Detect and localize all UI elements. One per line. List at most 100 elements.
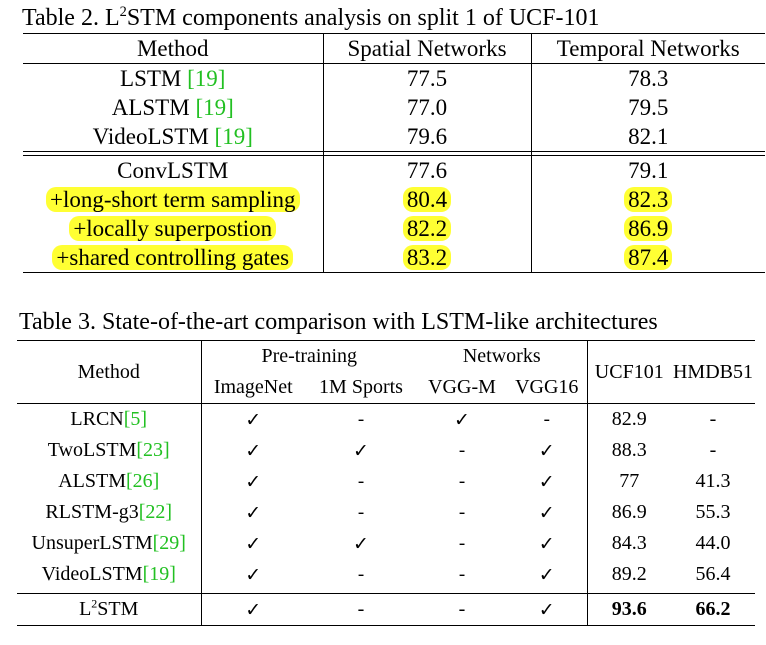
table-row: RLSTM-g3[22] ✓ - - ✓ 86.9 55.3 — [17, 497, 755, 528]
header-vgg-m: VGG-M — [417, 372, 507, 404]
table2: Method Spatial Networks Temporal Network… — [23, 33, 765, 273]
citation-link[interactable]: [5] — [123, 408, 148, 430]
temporal-cell: 86.9 — [531, 214, 765, 243]
divider — [305, 590, 417, 594]
method-name: STM — [97, 598, 139, 620]
header-temporal: Temporal Networks — [531, 33, 765, 64]
spatial-cell: 80.4 — [323, 185, 532, 214]
citation-link[interactable]: [23] — [136, 439, 170, 461]
table3-subheader-row: ImageNet 1M Sports VGG-M VGG16 — [17, 372, 755, 404]
ucf101-cell: 77 — [619, 470, 640, 492]
temporal-cell: 78.3 — [628, 65, 669, 91]
vgg16-cell: ✓ — [507, 435, 588, 466]
highlight: 82.3 — [624, 186, 673, 212]
sports-cell: - — [357, 408, 365, 430]
table-row: +long-short term sampling 80.4 82.3 — [23, 185, 765, 214]
method-superscript: 2 — [91, 596, 98, 611]
vgg16-cell: - — [507, 403, 588, 435]
divider — [531, 151, 765, 156]
vgg16-cell: ✓ — [507, 497, 588, 528]
table2-header-row: Method Spatial Networks Temporal Network… — [23, 33, 765, 64]
divider — [201, 590, 305, 594]
method-name: ALSTM — [111, 94, 196, 120]
citation-link[interactable]: [26] — [125, 470, 160, 492]
divider — [323, 151, 532, 156]
hmdb51-value: 66.2 — [695, 598, 731, 620]
vgg16-cell: ✓ — [507, 528, 588, 559]
method-cell: L2STM — [17, 593, 202, 626]
hmdb51-cell: 44.0 — [695, 532, 731, 554]
vggm-cell: ✓ — [454, 408, 470, 431]
vggm-cell: - — [458, 532, 466, 554]
highlight: +long-short term sampling — [46, 186, 300, 212]
table3-body: LRCN[5] ✓ - ✓ -82.9- TwoLSTM[23] ✓ ✓ - ✓ 88.3- ALST… — [17, 403, 755, 590]
hmdb51-cell: 66.2 — [671, 593, 755, 626]
temporal-cell: 87.4 — [531, 243, 765, 273]
citation-link[interactable]: [22] — [138, 501, 173, 523]
header-1m-sports: 1M Sports — [305, 372, 417, 404]
method-cell: LRCN[5] — [17, 403, 202, 435]
divider — [671, 590, 755, 594]
imagenet-cell: ✓ — [201, 593, 305, 626]
table-row: +shared controlling gates 83.2 87.4 — [23, 243, 765, 273]
vgg16-cell: ✓ — [507, 593, 588, 626]
caption-superscript: 2 — [119, 4, 127, 20]
vggm-cell: - — [458, 439, 466, 461]
sports-cell: - — [357, 501, 365, 523]
divider — [587, 590, 671, 594]
ucf101-value: 93.6 — [611, 598, 647, 620]
method-name: ALSTM — [58, 470, 126, 492]
sports-cell: - — [357, 470, 365, 492]
method-name: VideoLSTM — [41, 563, 143, 585]
hmdb51-cell: - — [709, 439, 717, 461]
caption-text: Table 2. L — [22, 5, 120, 31]
method-name: UnsuperLSTM — [31, 532, 153, 554]
table-row: VideoLSTM[19] ✓ - - ✓ 89.2 56.4 — [17, 559, 755, 590]
table-row: LRCN[5] ✓ - ✓ - 82.9 - — [17, 403, 755, 435]
header-method: Method — [17, 340, 202, 404]
imagenet-cell: ✓ — [245, 563, 262, 586]
spatial-cell: 79.6 — [323, 122, 532, 152]
header-spatial: Spatial Networks — [323, 33, 532, 64]
highlight: 82.2 — [402, 215, 452, 241]
method-name: L — [79, 598, 92, 620]
highlight: +locally superpostion — [69, 215, 277, 241]
spatial-cell: 77.0 — [323, 93, 532, 122]
citation-link[interactable]: [19] — [214, 123, 253, 149]
spatial-cell: 83.2 — [323, 243, 532, 273]
citation-link[interactable]: [19] — [195, 94, 234, 120]
table-row: VideoLSTM [19] 79.6 82.1 — [23, 122, 765, 152]
citation-link[interactable]: [19] — [187, 65, 226, 91]
vggm-cell: - — [458, 470, 466, 492]
method-cell: +locally superpostion — [23, 214, 324, 243]
imagenet-cell: ✓ — [245, 532, 262, 555]
imagenet-cell: ✓ — [245, 408, 262, 431]
table-row: +locally superpostion 82.2 86.9 — [23, 214, 765, 243]
highlight: 86.9 — [624, 215, 673, 241]
table-row: UnsuperLSTM[29] ✓ ✓ - ✓ 84.3 44.0 — [17, 528, 755, 559]
spatial-cell: 77.5 — [323, 63, 532, 93]
method-cell: ALSTM[26] — [17, 466, 202, 497]
spatial-cell: 82.2 — [323, 214, 532, 243]
divider — [507, 590, 588, 594]
ucf101-cell: 93.6 — [587, 593, 671, 626]
temporal-cell: 82.1 — [531, 122, 765, 152]
highlight: 80.4 — [402, 186, 452, 212]
divider — [23, 151, 324, 156]
sports-cell: - — [305, 593, 417, 626]
imagenet-cell: ✓ — [245, 470, 262, 493]
table3: Method Pre-training Networks UCF101 HMDB… — [17, 340, 755, 626]
method-cell: UnsuperLSTM[29] — [17, 528, 202, 559]
method-cell: ConvLSTM — [23, 155, 324, 185]
hmdb51-cell: 55.3 — [695, 501, 731, 523]
method-cell: RLSTM-g3[22] — [17, 497, 202, 528]
method-cell: VideoLSTM[19] — [17, 559, 202, 590]
header-method: Method — [23, 33, 324, 64]
table2-caption: Table 2. L2STM components analysis on sp… — [22, 4, 600, 31]
citation-link[interactable]: [19] — [142, 563, 176, 585]
hmdb51-cell: 56.4 — [695, 563, 731, 585]
citation-link[interactable]: [29] — [152, 532, 186, 554]
spatial-cell: 77.6 — [323, 155, 532, 185]
vgg16-cell: ✓ — [507, 466, 588, 497]
vggm-cell: - — [417, 593, 507, 626]
